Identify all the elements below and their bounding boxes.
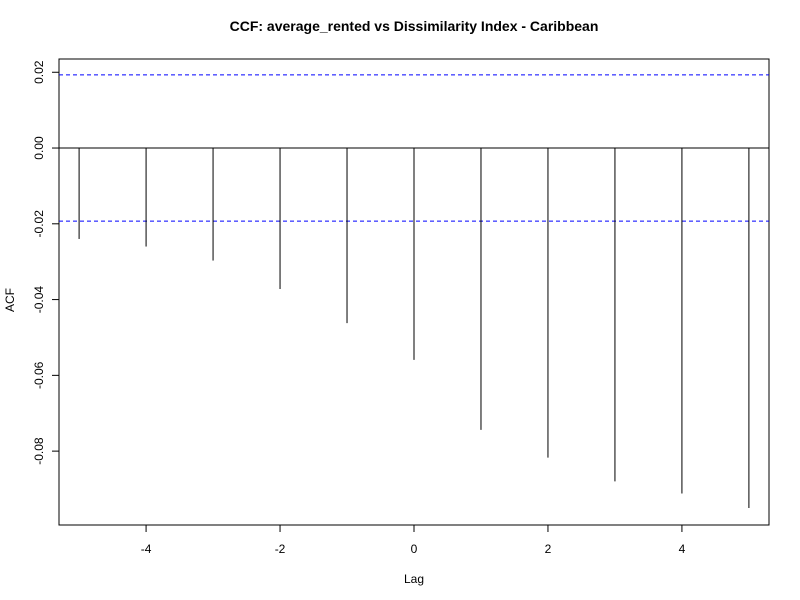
x-tick-label: 0: [411, 542, 418, 556]
y-tick-label: 0.02: [32, 60, 46, 84]
y-tick-label: -0.04: [32, 286, 46, 314]
x-tick-label: 2: [545, 542, 552, 556]
plot-layer: -4 -2 0 2 4 -0.08 -0.06 -0.04 -0.02 0.00 0.02: [32, 60, 769, 556]
y-tick-label: 0.00: [32, 136, 46, 160]
x-tick-label: 4: [679, 542, 686, 556]
chart-title: CCF: average_rented vs Dissimilarity Ind…: [230, 18, 599, 34]
x-tick-label: -2: [275, 542, 286, 556]
x-tick-label: -4: [141, 542, 152, 556]
y-tick-label: -0.02: [32, 210, 46, 238]
y-axis-label: ACF: [3, 288, 17, 312]
x-axis-label: Lag: [404, 572, 424, 586]
y-tick-label: -0.06: [32, 361, 46, 389]
y-tick-label: -0.08: [32, 437, 46, 465]
